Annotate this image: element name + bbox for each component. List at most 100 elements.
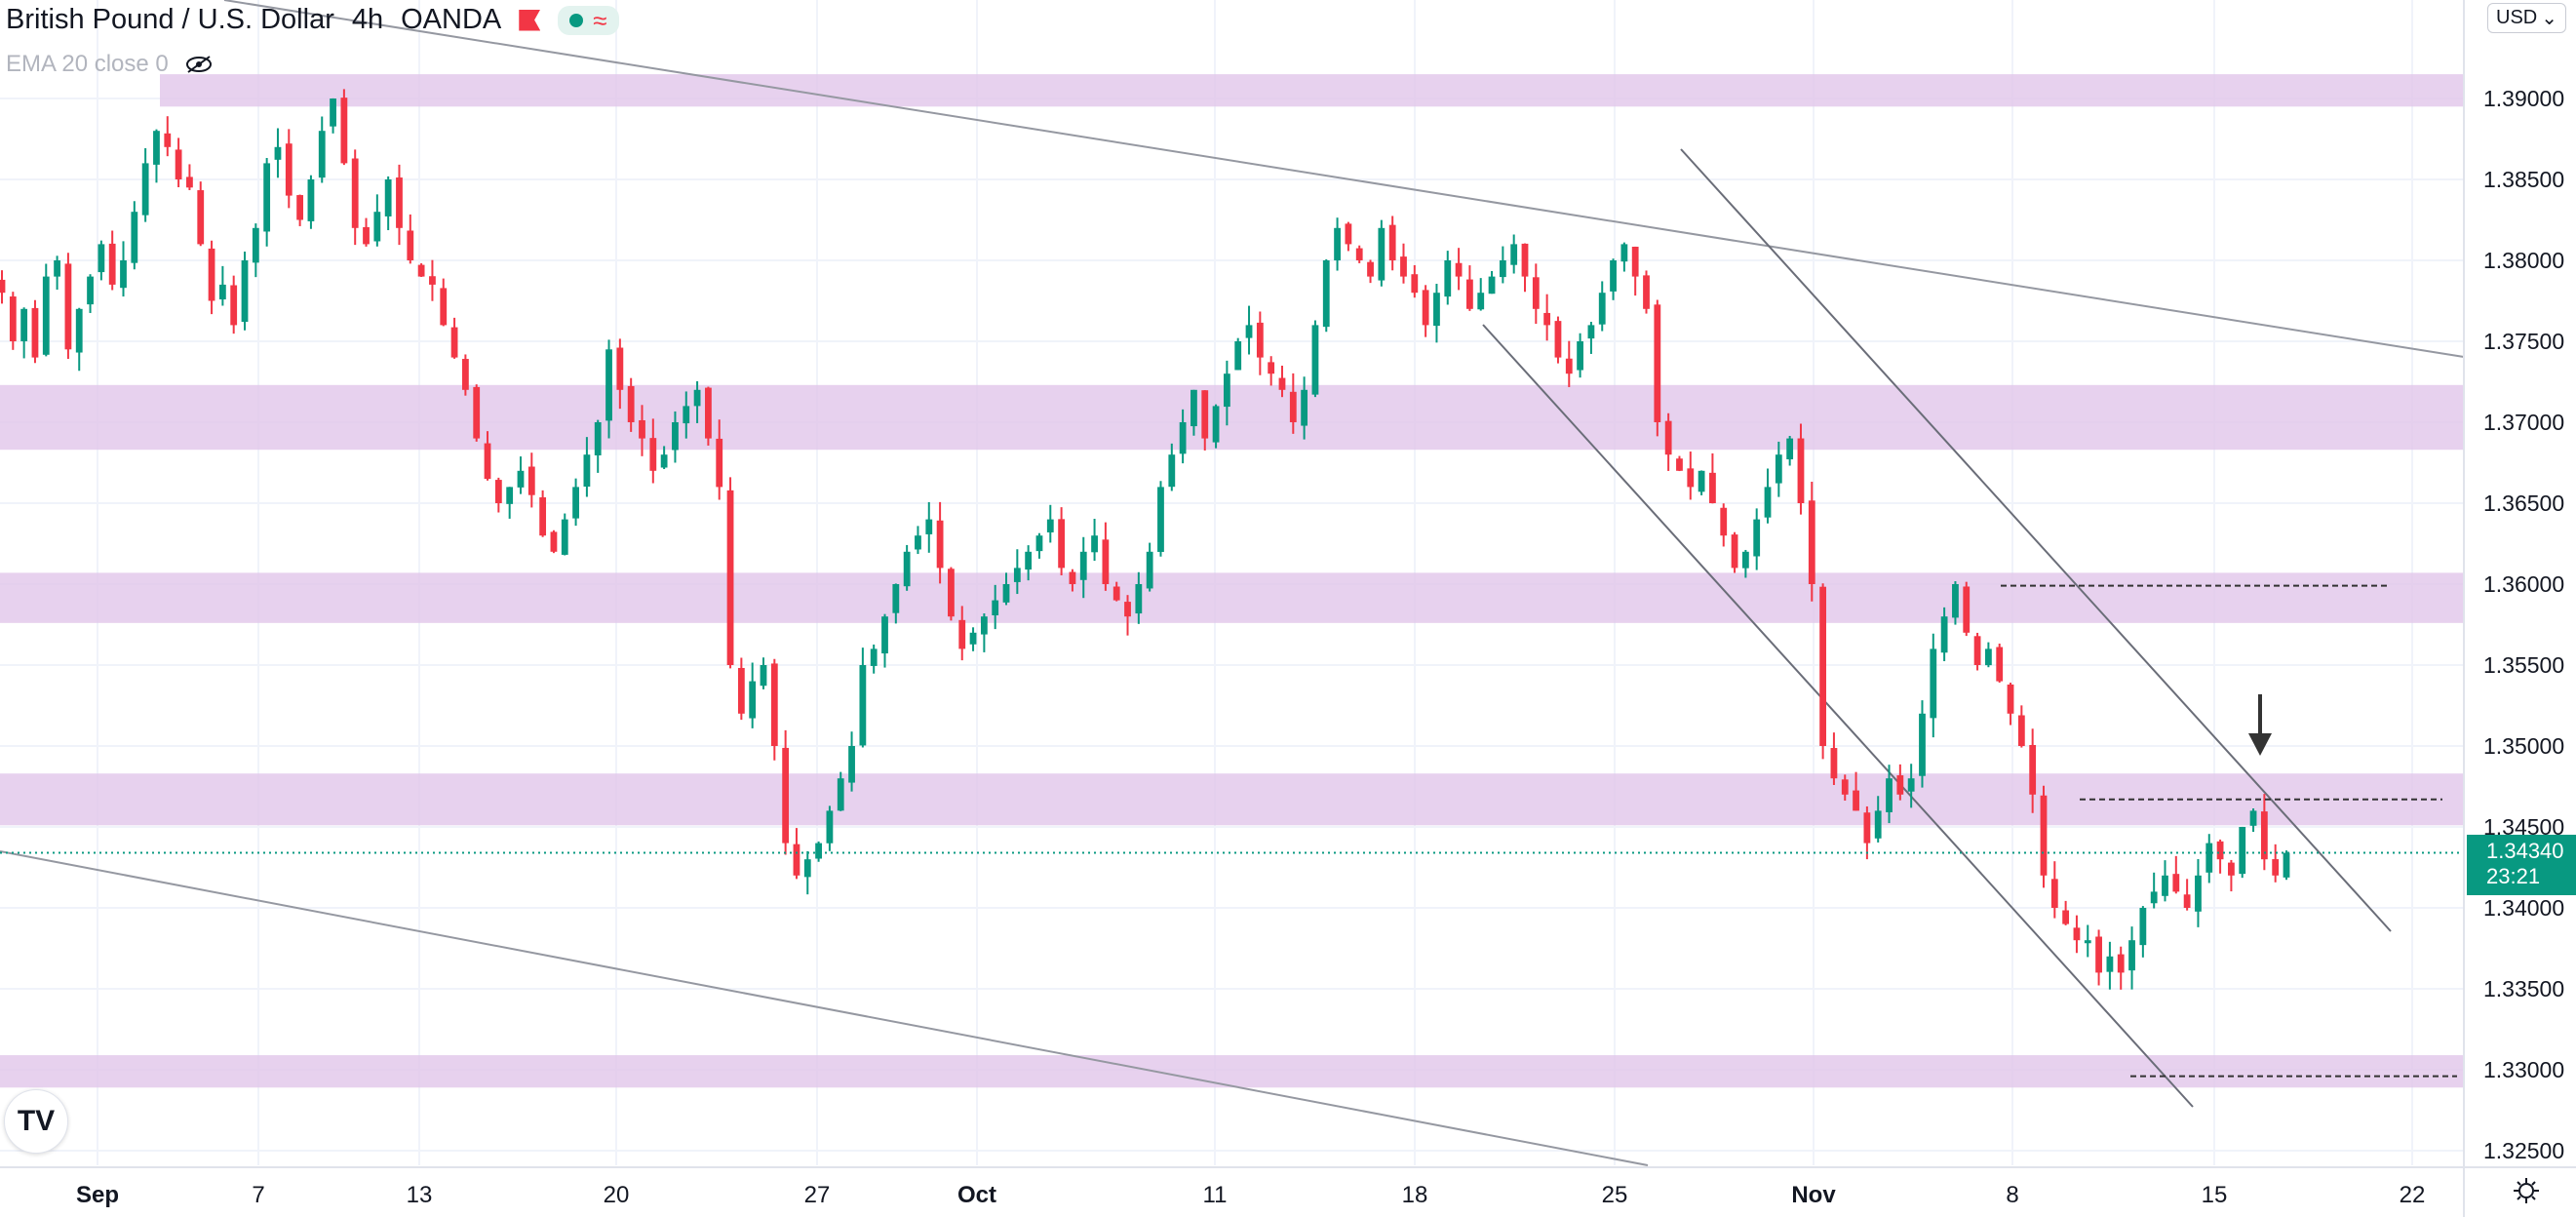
candle-body: [1179, 422, 1187, 454]
candle-body: [1411, 274, 1419, 294]
candle-body: [1035, 535, 1043, 552]
candle-body: [1853, 790, 1859, 811]
candle-body: [461, 359, 469, 390]
trendline-lower: [0, 850, 1649, 1166]
candle-body: [1433, 293, 1440, 327]
candle-body: [958, 619, 966, 649]
candle-body: [737, 667, 745, 714]
candle-body: [450, 327, 458, 358]
candle-body: [164, 133, 172, 147]
candle-body: [1079, 551, 1087, 580]
candle-body: [1212, 406, 1220, 443]
candle-body: [770, 663, 778, 746]
candle-body: [208, 248, 215, 301]
candle-body: [605, 349, 612, 421]
x-tick-label: 7: [252, 1182, 264, 1208]
candle-body: [1135, 584, 1143, 614]
zones-layer: [0, 74, 2464, 1088]
candle-body: [1091, 535, 1098, 553]
candle-body: [881, 616, 888, 654]
candle-body: [1797, 438, 1805, 503]
candle-body: [2007, 684, 2014, 714]
candle-body: [186, 177, 193, 188]
candle-body: [903, 551, 911, 587]
candle-body: [1355, 248, 1363, 260]
candle-body: [948, 569, 955, 617]
candle-body: [1973, 636, 1981, 665]
candle-body: [307, 179, 315, 221]
candle-body: [108, 243, 116, 285]
sr-zone: [0, 572, 2464, 623]
flag-icon[interactable]: [519, 9, 541, 31]
candle-body: [627, 385, 635, 422]
candle-body: [494, 480, 502, 503]
x-tick-label: Sep: [76, 1182, 119, 1208]
chevron-down-icon: ⌄: [2541, 8, 2557, 29]
market-status-badge[interactable]: ≈: [558, 5, 619, 35]
y-tick-label: 1.33000: [2483, 1057, 2564, 1082]
candle-body: [1543, 312, 1551, 326]
y-tick-label: 1.32500: [2483, 1138, 2564, 1163]
candle-body: [2095, 936, 2102, 973]
candle-body: [693, 389, 701, 407]
candle-body: [815, 843, 822, 859]
x-tick-label: 13: [407, 1182, 433, 1208]
x-tick-label: 27: [804, 1182, 831, 1208]
last-price-tag: 1.34340 23:21: [2467, 835, 2576, 895]
candle-body: [803, 859, 811, 878]
candle-body: [506, 487, 514, 504]
candle-body: [1565, 358, 1573, 374]
candle-body: [2062, 910, 2070, 924]
symbol-header[interactable]: British Pound / U.S. Dollar 4h OANDA ≈: [6, 4, 619, 36]
gear-icon[interactable]: [2512, 1176, 2541, 1205]
y-tick-label: 1.36000: [2483, 571, 2564, 597]
indicator-legend[interactable]: EMA 20 close 0: [6, 51, 214, 78]
x-tick-label: 25: [1602, 1182, 1628, 1208]
candle-body: [1521, 243, 1529, 277]
candle-body: [1919, 713, 1926, 776]
candle-body: [1234, 341, 1242, 371]
candle-body: [417, 264, 425, 277]
candle-body: [1367, 261, 1374, 277]
y-tick-label: 1.33500: [2483, 976, 2564, 1001]
candle-body: [1764, 487, 1772, 518]
time-axis: Sep 7 13 20 27 Oct 11 18 25 Nov 8 15 22: [0, 1166, 2576, 1208]
candle-body: [1786, 438, 1794, 460]
candle-body: [1886, 778, 1893, 812]
candle-body: [2106, 956, 2114, 972]
candle-body: [1013, 568, 1021, 582]
candle-body: [2073, 927, 2081, 941]
tradingview-logo-icon[interactable]: TV: [4, 1089, 68, 1154]
candle-body: [1610, 260, 1617, 292]
candle-body: [429, 276, 436, 285]
candle-body: [517, 470, 525, 488]
candle-body: [936, 520, 944, 569]
candle-body: [2228, 862, 2235, 876]
candle-body: [1488, 276, 1496, 294]
candle-body: [969, 632, 977, 645]
candle-body: [42, 276, 50, 355]
candle-body: [340, 98, 348, 164]
candle-body: [639, 419, 645, 439]
candle-body: [98, 244, 105, 273]
candle-body: [2117, 954, 2125, 973]
price-axis: 1.39000 1.38500 1.38000 1.37500 1.37000 1.365…: [2463, 0, 2564, 1217]
candle-body: [760, 665, 767, 687]
candle-body: [1499, 260, 1506, 278]
candle-body: [826, 810, 834, 844]
candle-body: [660, 454, 668, 468]
candle-body: [2272, 859, 2280, 876]
trendlines-layer: [0, 0, 2465, 1166]
candle-body: [1577, 341, 1583, 371]
candle-body: [1775, 454, 1782, 484]
candle-body: [848, 746, 855, 783]
candle-body: [1587, 325, 1595, 339]
candle-body: [1455, 262, 1463, 277]
symbol-name: British Pound / U.S. Dollar: [6, 4, 334, 35]
candle-body: [296, 195, 304, 220]
currency-button[interactable]: USD ⌄: [2487, 3, 2566, 33]
interval-label: 4h: [351, 4, 384, 35]
eye-hidden-icon[interactable]: [184, 55, 214, 74]
candle-body: [241, 260, 249, 323]
